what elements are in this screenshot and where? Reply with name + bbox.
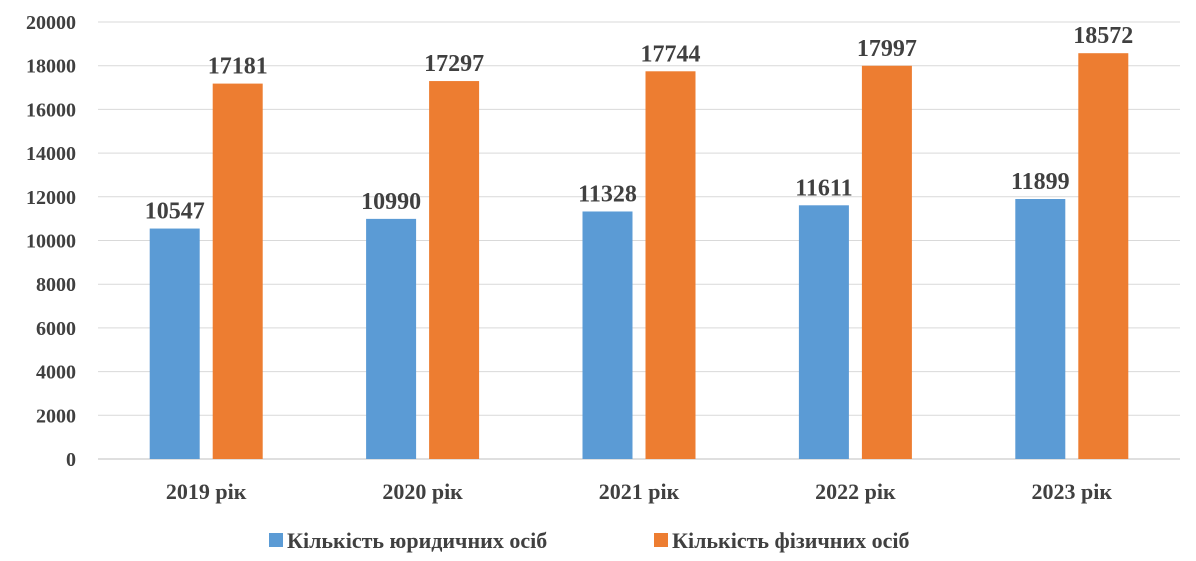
y-tick-label: 2000 <box>36 405 76 427</box>
x-tick-label: 2023 рік <box>1032 479 1113 504</box>
x-tick-label: 2022 рік <box>815 479 896 504</box>
y-axis-ticks: 0 2000 4000 6000 8000 10000 12000 14000 16000 180… <box>26 12 76 471</box>
data-label: 11611 <box>795 175 852 201</box>
x-tick-label: 2019 рік <box>166 479 247 504</box>
data-label: 17997 <box>857 36 917 62</box>
bar-individuals <box>861 65 912 459</box>
bar-individuals <box>1078 53 1129 459</box>
y-tick-label: 16000 <box>26 99 76 121</box>
bar-individuals <box>212 83 263 459</box>
y-tick-label: 6000 <box>36 318 76 340</box>
y-tick-label: 4000 <box>36 362 76 384</box>
data-label: 17744 <box>641 41 701 67</box>
bar-legal-entities <box>798 205 849 459</box>
x-axis-ticks: 2019 рік 2020 рік 2021 рік 2022 рік 2023 рік <box>166 479 1112 504</box>
y-tick-label: 14000 <box>26 143 76 165</box>
legend-label: Кількість юридичних осіб <box>287 528 547 553</box>
y-tick-label: 8000 <box>36 274 76 296</box>
data-labels: 10547 17181 10990 17297 11328 17744 11611 17997… <box>145 23 1134 224</box>
bar-legal-entities <box>366 218 417 459</box>
legend-swatch <box>654 533 668 547</box>
gridlines <box>98 21 1180 460</box>
bar-legal-entities <box>1015 199 1066 460</box>
legend-label: Кількість фізичних осіб <box>672 528 910 553</box>
data-label: 17297 <box>424 51 484 77</box>
y-tick-label: 10000 <box>26 231 76 253</box>
data-label: 17181 <box>208 54 268 80</box>
bar-legal-entities <box>582 211 633 459</box>
legend-swatch <box>269 533 283 547</box>
data-label: 11899 <box>1011 169 1070 195</box>
bar-legal-entities <box>149 228 200 459</box>
y-tick-label: 12000 <box>26 187 76 209</box>
y-tick-label: 20000 <box>26 12 76 34</box>
data-label: 10547 <box>145 199 205 225</box>
bar-individuals <box>645 71 696 459</box>
y-tick-label: 18000 <box>26 56 76 78</box>
y-tick-label: 0 <box>66 449 76 471</box>
data-label: 10990 <box>361 189 421 215</box>
x-tick-label: 2020 рік <box>382 479 463 504</box>
bar-individuals <box>429 81 480 459</box>
data-label: 18572 <box>1073 23 1133 49</box>
legend: Кількість юридичних осіб Кількість фізичн… <box>269 528 910 553</box>
x-tick-label: 2021 рік <box>599 479 680 504</box>
bars <box>149 53 1129 460</box>
data-label: 11328 <box>578 181 637 207</box>
